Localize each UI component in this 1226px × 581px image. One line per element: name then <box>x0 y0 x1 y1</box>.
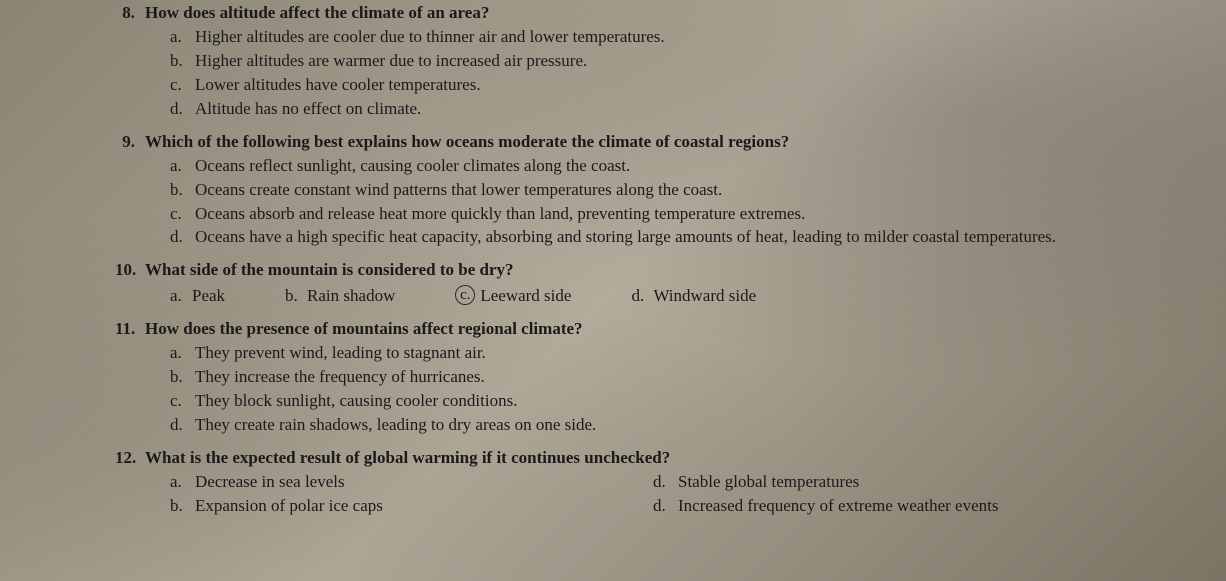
option: c.Leeward side <box>455 285 571 308</box>
option-letter: d. <box>170 98 195 121</box>
option-letter: a. <box>170 471 195 494</box>
option-text: Higher altitudes are warmer due to incre… <box>195 50 1136 73</box>
option-letter: c. <box>170 390 195 413</box>
option-letter-circled: c. <box>455 285 475 305</box>
options-column: d.Stable global temperaturesd.Increased … <box>653 470 1136 518</box>
option: a.Higher altitudes are cooler due to thi… <box>170 26 1136 49</box>
option-text: Stable global temperatures <box>678 471 1136 494</box>
option-letter: c. <box>170 74 195 97</box>
question-header: 10.What side of the mountain is consider… <box>115 259 1136 282</box>
option: c.Oceans absorb and release heat more qu… <box>170 203 1136 226</box>
question-text: How does the presence of mountains affec… <box>145 318 1136 341</box>
question-number: 11. <box>115 318 145 341</box>
option-text: Decrease in sea levels <box>195 471 653 494</box>
question-header: 8.How does altitude affect the climate o… <box>115 2 1136 25</box>
option-letter: d. <box>653 495 678 518</box>
option-letter: b. <box>285 285 307 308</box>
question-text: How does altitude affect the climate of … <box>145 2 1136 25</box>
question-12: 12.What is the expected result of global… <box>115 447 1136 518</box>
option-text: Oceans absorb and release heat more quic… <box>195 203 1136 226</box>
question-10: 10.What side of the mountain is consider… <box>115 259 1136 308</box>
option-text: They increase the frequency of hurricane… <box>195 366 1136 389</box>
question-header: 12.What is the expected result of global… <box>115 447 1136 470</box>
option-letter: a. <box>170 155 195 178</box>
option: d.Windward side <box>631 285 756 308</box>
question-11: 11.How does the presence of mountains af… <box>115 318 1136 437</box>
question-text: What side of the mountain is considered … <box>145 259 1136 282</box>
question-text: Which of the following best explains how… <box>145 131 1136 154</box>
option: b.Expansion of polar ice caps <box>170 495 653 518</box>
option-letter: b. <box>170 366 195 389</box>
option-text: Oceans have a high specific heat capacit… <box>195 226 1136 249</box>
option-text: Oceans create constant wind patterns tha… <box>195 179 1136 202</box>
option: a.Peak <box>170 285 225 308</box>
option: d.Oceans have a high specific heat capac… <box>170 226 1136 249</box>
option-text: Windward side <box>653 285 756 308</box>
option-text: They block sunlight, causing cooler cond… <box>195 390 1136 413</box>
option: b.Oceans create constant wind patterns t… <box>170 179 1136 202</box>
options-inline: a.Peak b.Rain shadow c.Leeward side d.Windw… <box>170 284 1136 308</box>
options-list: a.Higher altitudes are cooler due to thi… <box>170 26 1136 121</box>
question-number: 12. <box>115 447 145 470</box>
options-column: a.Decrease in sea levelsb.Expansion of p… <box>170 470 653 518</box>
option: d.Stable global temperatures <box>653 471 1136 494</box>
question-number: 9. <box>115 131 145 154</box>
option-text: Leeward side <box>480 285 571 308</box>
option-text: Altitude has no effect on climate. <box>195 98 1136 121</box>
options-list: a.Oceans reflect sunlight, causing coole… <box>170 155 1136 250</box>
option: a.They prevent wind, leading to stagnant… <box>170 342 1136 365</box>
question-header: 9.Which of the following best explains h… <box>115 131 1136 154</box>
option: a.Decrease in sea levels <box>170 471 653 494</box>
option: d.Increased frequency of extreme weather… <box>653 495 1136 518</box>
options-list: a.They prevent wind, leading to stagnant… <box>170 342 1136 437</box>
option-letter: a. <box>170 26 195 49</box>
question-9: 9.Which of the following best explains h… <box>115 131 1136 250</box>
option-text: Lower altitudes have cooler temperatures… <box>195 74 1136 97</box>
option-letter: c. <box>170 203 195 226</box>
option: d.They create rain shadows, leading to d… <box>170 414 1136 437</box>
option-text: Increased frequency of extreme weather e… <box>678 495 1136 518</box>
option-letter: d. <box>170 414 195 437</box>
options-2col: a.Decrease in sea levelsb.Expansion of p… <box>170 470 1136 518</box>
option-text: Rain shadow <box>307 285 395 308</box>
option: c.Lower altitudes have cooler temperatur… <box>170 74 1136 97</box>
option: b.Higher altitudes are warmer due to inc… <box>170 50 1136 73</box>
option-text: They prevent wind, leading to stagnant a… <box>195 342 1136 365</box>
question-number: 10. <box>115 259 145 282</box>
option-text: Expansion of polar ice caps <box>195 495 653 518</box>
option-text: Higher altitudes are cooler due to thinn… <box>195 26 1136 49</box>
option-text: They create rain shadows, leading to dry… <box>195 414 1136 437</box>
option-letter: a. <box>170 342 195 365</box>
option: d.Altitude has no effect on climate. <box>170 98 1136 121</box>
option: b.They increase the frequency of hurrica… <box>170 366 1136 389</box>
option-letter: b. <box>170 495 195 518</box>
question-text: What is the expected result of global wa… <box>145 447 1136 470</box>
option-letter: d. <box>170 226 195 249</box>
option-letter: a. <box>170 285 192 308</box>
option: c.They block sunlight, causing cooler co… <box>170 390 1136 413</box>
quiz-document: 8.How does altitude affect the climate o… <box>115 2 1136 518</box>
option: a.Oceans reflect sunlight, causing coole… <box>170 155 1136 178</box>
question-8: 8.How does altitude affect the climate o… <box>115 2 1136 121</box>
option-letter: b. <box>170 179 195 202</box>
option-text: Oceans reflect sunlight, causing cooler … <box>195 155 1136 178</box>
option-letter: d. <box>631 285 653 308</box>
option-text: Peak <box>192 285 225 308</box>
option-letter: b. <box>170 50 195 73</box>
question-header: 11.How does the presence of mountains af… <box>115 318 1136 341</box>
option-letter: d. <box>653 471 678 494</box>
option: b.Rain shadow <box>285 285 395 308</box>
question-number: 8. <box>115 2 145 25</box>
